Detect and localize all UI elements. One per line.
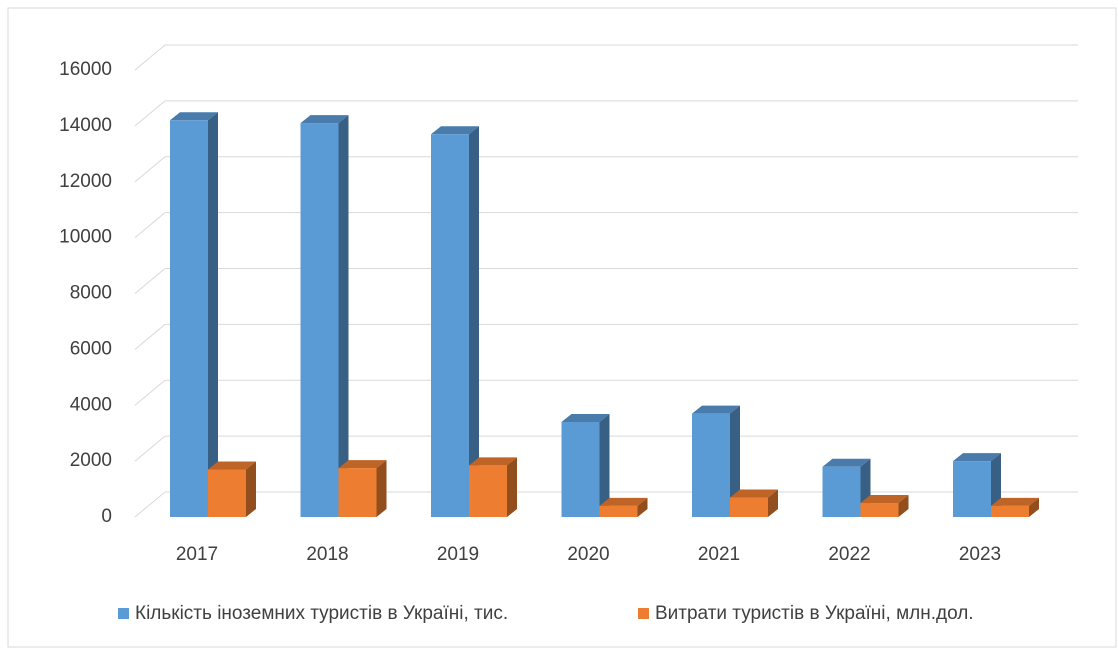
grid-line (134, 212, 166, 239)
bar-top (991, 497, 1039, 506)
bar-top (822, 458, 871, 467)
bar-top (953, 453, 1001, 462)
x-tick-label: 2022 (828, 544, 870, 565)
bar-top (860, 495, 909, 504)
bar (692, 413, 730, 517)
bar-side (898, 495, 909, 517)
bar (953, 461, 991, 517)
bar (431, 134, 469, 517)
bar (599, 505, 638, 517)
bar-side (730, 405, 740, 517)
bar-side (208, 112, 218, 517)
grid-line (134, 379, 166, 406)
bar-side (768, 489, 778, 517)
legend-swatch (118, 608, 129, 619)
bar-top (599, 497, 648, 506)
y-tick-label: 2000 (70, 450, 112, 471)
bar (469, 465, 507, 517)
bar (860, 503, 899, 517)
bar-side (599, 414, 610, 517)
bar (300, 123, 339, 518)
bar-side (246, 461, 256, 517)
x-tick-label: 2017 (176, 544, 218, 565)
grid-line (134, 100, 166, 127)
x-tick-label: 2018 (306, 544, 348, 565)
bar-top (431, 126, 479, 135)
x-tick-label: 2023 (959, 544, 1001, 565)
bar-top (170, 112, 218, 121)
y-tick-label: 0 (101, 506, 112, 527)
bar-side (1029, 497, 1039, 517)
bar-top (338, 460, 387, 469)
bar-side (637, 497, 648, 517)
y-tick-label: 12000 (59, 171, 112, 192)
x-tick-label: 2020 (567, 544, 609, 565)
bar (991, 505, 1029, 517)
grid-line (134, 491, 166, 518)
grid-line (134, 268, 166, 294)
y-tick-label: 14000 (59, 115, 112, 136)
bar-top (208, 461, 256, 470)
grid-line (134, 323, 166, 350)
bar-side (469, 126, 479, 517)
bar-side (338, 115, 349, 518)
bar-top (692, 405, 740, 414)
bar-top (469, 457, 517, 466)
grid-line (134, 435, 166, 462)
bar (561, 422, 600, 517)
y-tick-label: 16000 (59, 59, 112, 80)
bar (208, 469, 246, 517)
legend-label: Кількість іноземних туристів в Україні, … (135, 603, 508, 624)
bar-top (300, 115, 349, 124)
x-tick-label: 2019 (437, 544, 479, 565)
grid-line (134, 44, 166, 71)
bar (822, 466, 861, 517)
bar (338, 468, 377, 517)
y-tick-label: 10000 (59, 227, 112, 248)
y-tick-label: 4000 (70, 394, 112, 415)
legend-swatch (638, 608, 649, 619)
legend-label: Витрати туристів в Україні, млн.дол. (655, 603, 974, 624)
bar (730, 497, 768, 517)
bar-side (376, 460, 387, 517)
grid-line (134, 156, 166, 183)
bar (170, 120, 208, 517)
y-tick-label: 6000 (70, 338, 112, 359)
y-tick-label: 8000 (70, 283, 112, 304)
bar-side (507, 457, 517, 517)
x-tick-label: 2021 (698, 544, 740, 565)
bar-top (730, 489, 778, 498)
bar-top (561, 414, 610, 423)
